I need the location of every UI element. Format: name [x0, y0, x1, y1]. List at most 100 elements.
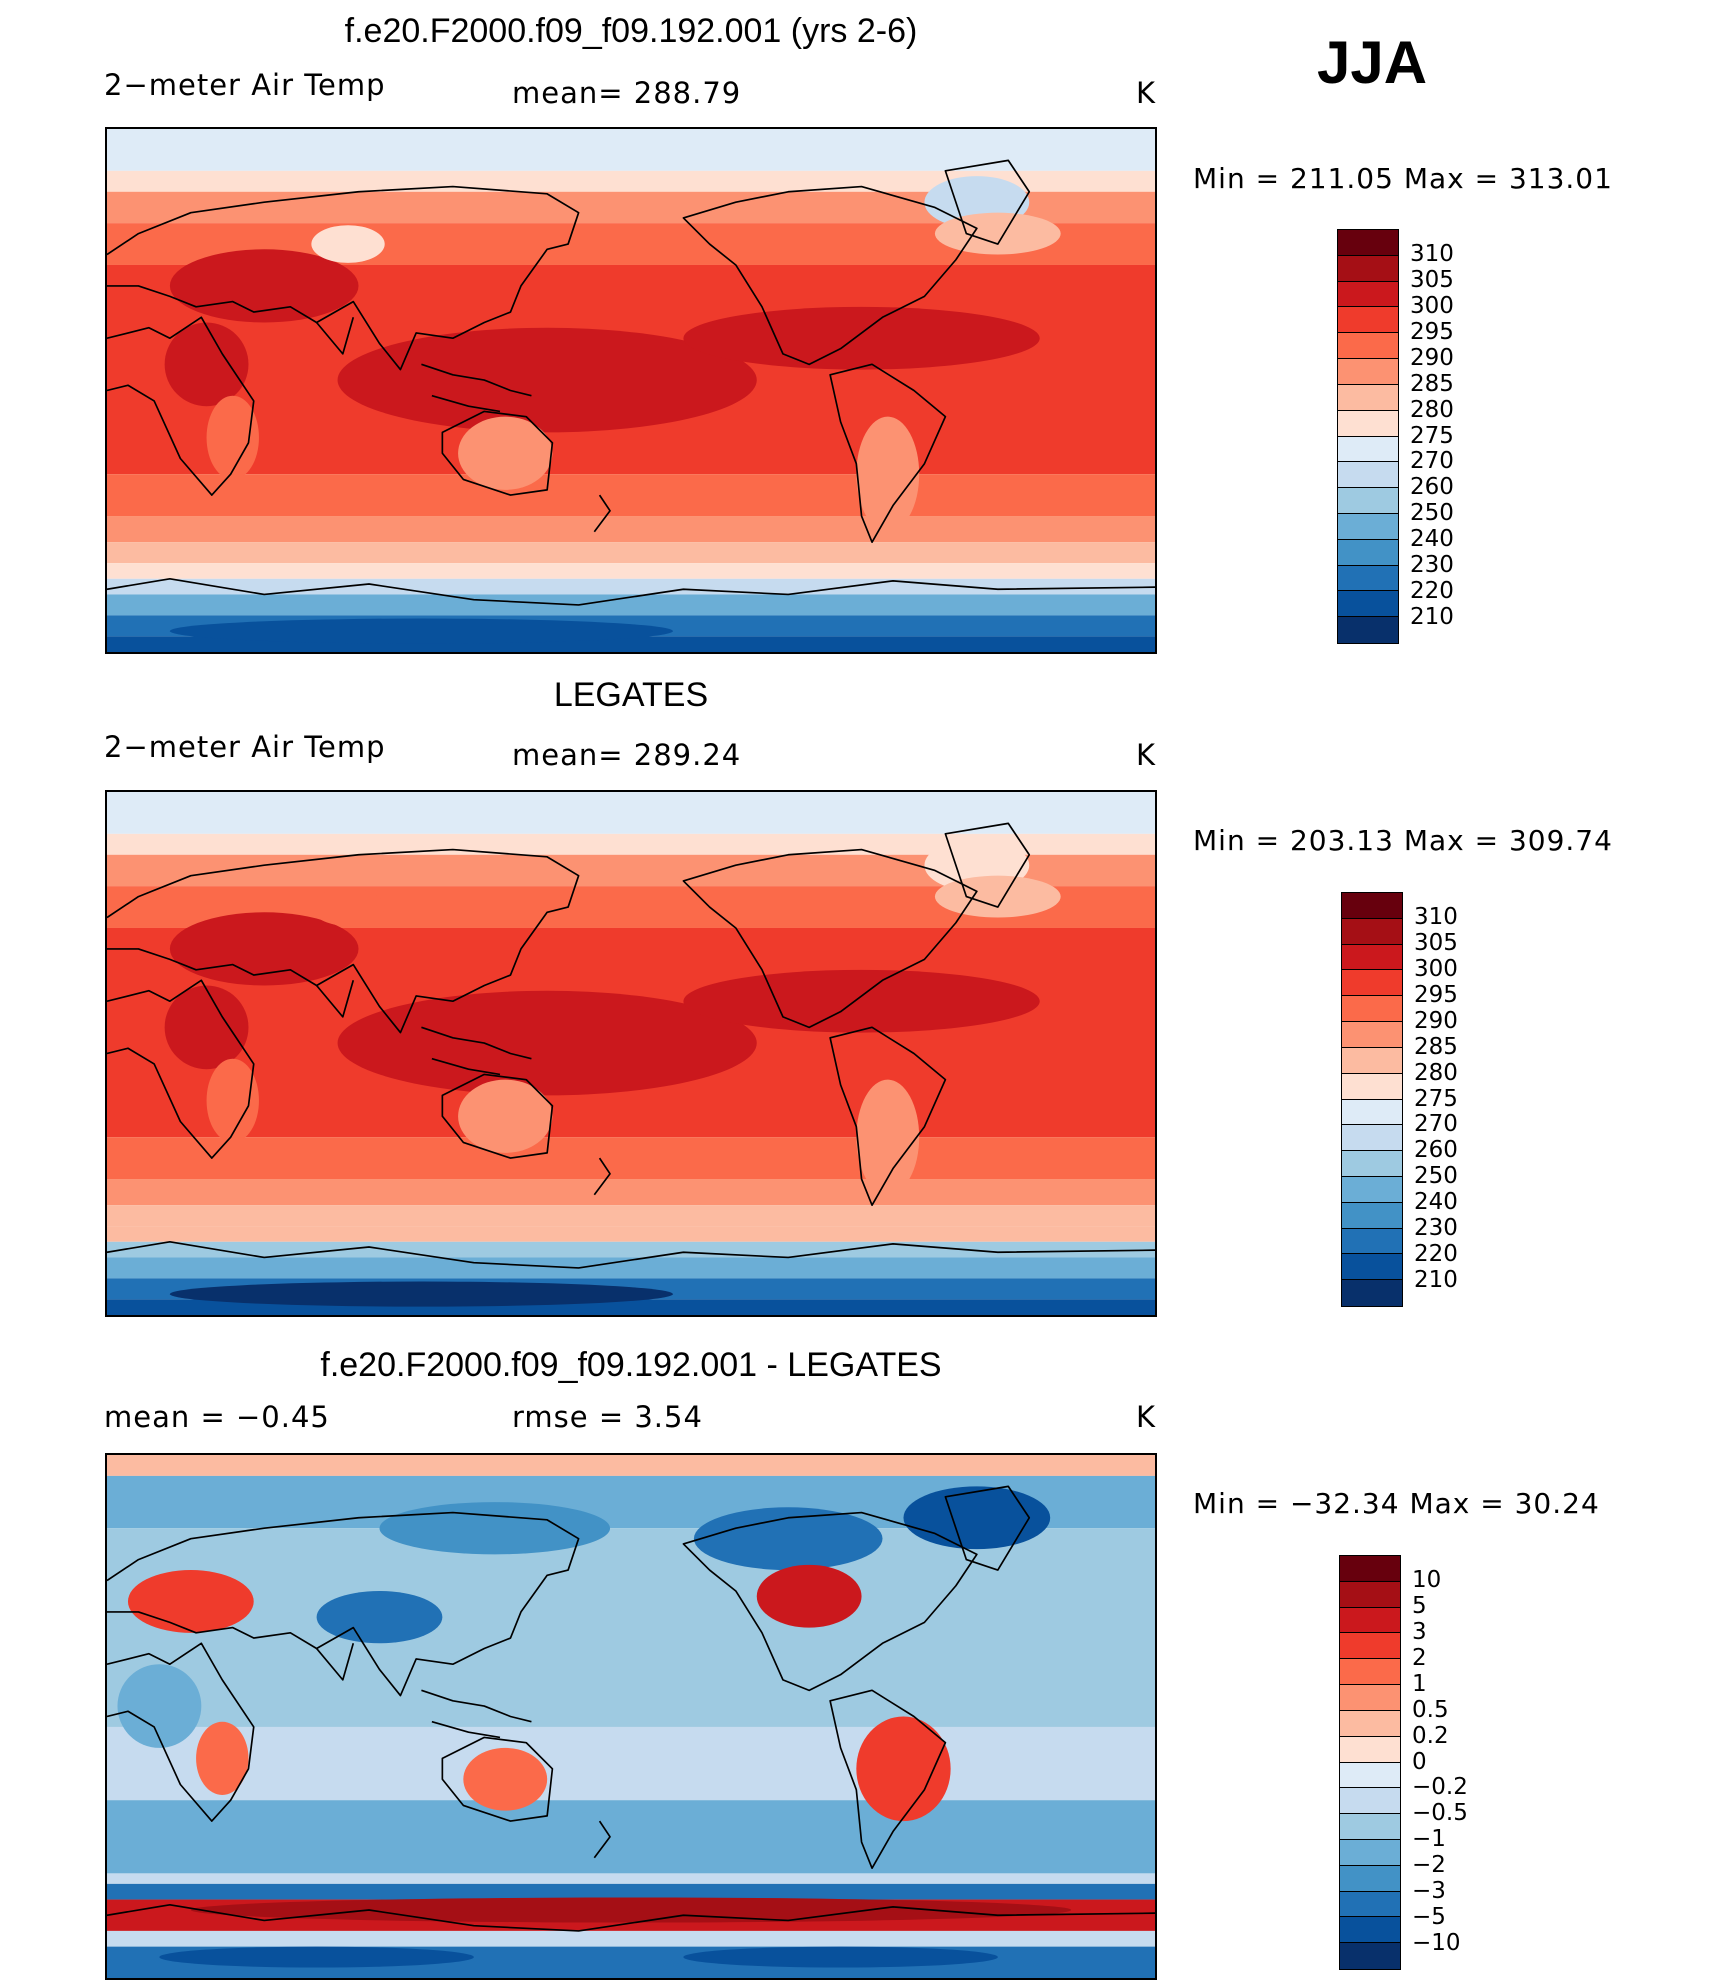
contour-band	[107, 1179, 1155, 1206]
colorbar-swatch	[1340, 1943, 1400, 1969]
panel-2-minmax: Min = 203.13 Max = 309.74	[1193, 824, 1613, 857]
coastline	[944, 822, 1031, 908]
contour-region	[458, 1079, 553, 1153]
contour-band	[107, 1800, 1155, 1874]
colorbar-tick-label: 295	[1414, 981, 1458, 1008]
colorbar-tick-label: 310	[1414, 903, 1458, 930]
colorbar-swatch	[1340, 1814, 1400, 1840]
colorbar-tick-label: 275	[1410, 422, 1454, 449]
colorbar-tick-label: 2	[1412, 1644, 1427, 1671]
panel-3-map	[105, 1453, 1157, 1980]
colorbar-tick-label: 220	[1414, 1241, 1458, 1268]
colorbar-swatch	[1338, 230, 1398, 256]
coastline	[107, 1903, 1155, 1932]
contour-region	[458, 416, 553, 490]
colorbar-tick-label: 230	[1410, 552, 1454, 579]
coastline	[107, 1511, 580, 1697]
colorbar-swatch	[1342, 944, 1402, 971]
colorbar-tick-label: 285	[1414, 1033, 1458, 1060]
panel-1-mean: mean= 288.79	[512, 76, 742, 110]
colorbar-tick-label: 220	[1410, 578, 1454, 605]
contour-band	[107, 1930, 1155, 1947]
contour-region	[159, 1946, 474, 1968]
coastline	[829, 1689, 947, 1870]
colorbar-swatch	[1340, 1891, 1400, 1918]
panel-1-units: K	[1136, 76, 1157, 110]
panel-2-map-svg	[107, 792, 1155, 1315]
panel-2-variable: 2−meter Air Temp	[104, 730, 386, 764]
contour-band	[107, 1883, 1155, 1900]
colorbar-tick-label: 300	[1414, 955, 1458, 982]
coastlines	[107, 1485, 1155, 1932]
contour-region	[693, 1507, 883, 1571]
coastlines	[107, 822, 1155, 1269]
colorbar-tick-label: −10	[1412, 1930, 1461, 1957]
contour-region	[196, 1721, 249, 1795]
contour-band	[107, 578, 1155, 595]
coastline	[315, 317, 355, 355]
coastline	[944, 1485, 1031, 1571]
colorbar-tick-label: 300	[1410, 292, 1454, 319]
contour-region	[311, 225, 385, 263]
colorbar-swatch	[1340, 1788, 1400, 1815]
colorbar-swatch	[1338, 539, 1398, 566]
colorbar-tick-label: 305	[1414, 929, 1458, 956]
colorbar-tick-label: 280	[1414, 1059, 1458, 1086]
contour-region	[463, 1747, 548, 1811]
contour-region	[903, 1486, 1051, 1550]
colorbar-tick-label: 3	[1412, 1618, 1427, 1645]
panel-3-minmax: Min = −32.34 Max = 30.24	[1193, 1487, 1600, 1520]
colorbar-tick-label: −0.5	[1412, 1800, 1468, 1827]
contour-region	[683, 306, 1040, 370]
colorbar-tick-label: 270	[1410, 448, 1454, 475]
panel-3-title: f.e20.F2000.f09_f09.192.001 - LEGATES	[320, 1346, 942, 1384]
coastline	[441, 1073, 554, 1159]
panel-3-map-svg	[107, 1455, 1155, 1978]
coastline	[593, 494, 611, 533]
contour-band	[107, 170, 1155, 192]
contour-band	[107, 542, 1155, 564]
panel-2-units: K	[1136, 738, 1157, 772]
contour-band	[107, 516, 1155, 543]
colorbar-tick-label: 230	[1414, 1215, 1458, 1242]
panel-1-title: f.e20.F2000.f09_f09.192.001 (yrs 2-6)	[344, 12, 918, 50]
contour-band	[107, 792, 1155, 834]
colorbar-tick-label: 250	[1410, 500, 1454, 527]
colorbar-tick-label: 10	[1412, 1566, 1442, 1593]
colorbar-swatch	[1342, 918, 1402, 945]
contour-band	[107, 1873, 1155, 1884]
coastline	[593, 1157, 611, 1196]
panel-3-rmse: rmse = 3.54	[512, 1400, 703, 1434]
coastline	[593, 1820, 611, 1859]
colorbar-swatch	[1340, 1865, 1400, 1892]
contour-region	[756, 1564, 862, 1628]
colorbar-swatch	[1340, 1659, 1400, 1686]
contour-band	[107, 1241, 1155, 1258]
panel-2-map	[105, 790, 1157, 1317]
colorbar-tick-label: −5	[1412, 1904, 1446, 1931]
coastlines	[107, 159, 1155, 606]
colorbar-swatch	[1338, 617, 1398, 643]
colorbar-swatch	[1342, 996, 1402, 1023]
contour-band	[107, 1257, 1155, 1279]
colorbar-swatch	[1340, 1633, 1400, 1660]
colorbar-swatch	[1340, 1710, 1400, 1737]
contour-region	[311, 888, 385, 926]
contour-band	[107, 1528, 1155, 1727]
colorbar-tick-label: 280	[1410, 396, 1454, 423]
colorbar-tick-label: 1	[1412, 1670, 1427, 1697]
coastline	[421, 1689, 532, 1723]
colorbar-tick-label: 0.2	[1412, 1722, 1449, 1749]
colorbar-swatch	[1338, 565, 1398, 592]
colorbar-swatch	[1342, 1228, 1402, 1255]
colorbar-swatch	[1338, 591, 1398, 618]
contour-band	[107, 129, 1155, 171]
panel-1-colorbar-labels: 310 305 300 295 290 285 280 275 270 260 250 240 230 2…	[1410, 229, 1530, 644]
colorbar-swatch	[1342, 1047, 1402, 1074]
colorbar-swatch	[1340, 1556, 1400, 1582]
colorbar-tick-label: 210	[1414, 1267, 1458, 1294]
coastline	[107, 848, 580, 1034]
panel-3-colorbar-labels: 10 5 3 2 1 0.5 0.2 0 −0.2 −0.5 −1 −2 −3 −5 −10	[1412, 1555, 1532, 1970]
contour-region	[934, 212, 1061, 255]
coastline	[441, 1736, 554, 1822]
